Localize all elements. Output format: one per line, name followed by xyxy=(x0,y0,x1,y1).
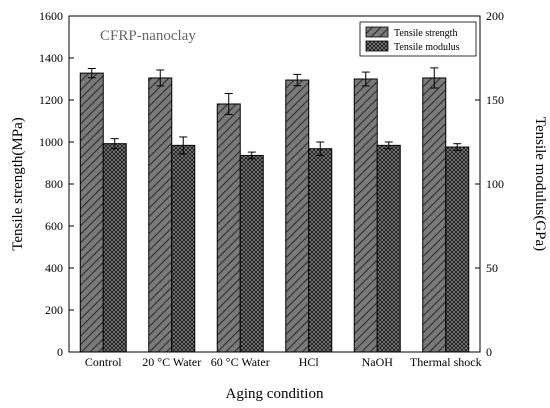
legend-label-tensile-strength: Tensile strength xyxy=(394,28,457,39)
y-tick-label: 400 xyxy=(45,261,63,275)
y2-tick-label: 100 xyxy=(486,177,504,191)
x-tick-label: NaOH xyxy=(362,355,394,369)
x-tick-label: HCl xyxy=(299,355,320,369)
y2-tick-label: 50 xyxy=(486,261,498,275)
bar-tensile-strength-naoh xyxy=(353,78,378,353)
bar-tensile-modulus-60-c-water xyxy=(239,154,264,353)
bar-tensile-modulus-20-c-water xyxy=(171,144,196,353)
y-tick-label: 1200 xyxy=(39,93,63,107)
y2-tick-label: 200 xyxy=(486,9,504,23)
plot-frame xyxy=(68,15,481,353)
y2-tick-label: 150 xyxy=(486,93,504,107)
legend: Tensile strength Tensile modulus xyxy=(359,21,477,57)
bar-tensile-strength-hcl xyxy=(285,79,310,353)
y-tick-label: 1600 xyxy=(39,9,63,23)
legend-swatch-tensile-modulus xyxy=(365,40,389,52)
y-axis-title: Tensile strength(MPa) xyxy=(10,117,26,251)
y2-axis-title: Tensile modulus(GPa) xyxy=(532,117,548,251)
chart-title: CFRP-nanoclay xyxy=(100,28,196,44)
bar-tensile-strength-60-c-water xyxy=(216,103,241,353)
y2-tick-label: 0 xyxy=(486,345,492,359)
bar-tensile-modulus-hcl xyxy=(308,148,333,353)
x-axis-title: Aging condition xyxy=(226,386,324,402)
bar-tensile-strength-thermal-shock xyxy=(422,77,447,353)
bar-tensile-strength-control xyxy=(79,72,104,353)
y-tick-label: 1000 xyxy=(39,135,63,149)
x-tick-label: Thermal shock xyxy=(410,355,482,369)
x-tick-label: 60 °C Water xyxy=(211,355,270,369)
bar-tensile-strength-20-c-water xyxy=(148,77,173,353)
y-tick-label: 0 xyxy=(57,345,63,359)
x-tick-label: Control xyxy=(85,355,122,369)
bar-tensile-modulus-thermal-shock xyxy=(445,146,470,353)
y-tick-label: 1400 xyxy=(39,51,63,65)
y-tick-label: 200 xyxy=(45,303,63,317)
legend-label-tensile-modulus: Tensile modulus xyxy=(394,42,460,53)
x-tick-label: 20 °C Water xyxy=(142,355,201,369)
bar-tensile-modulus-naoh xyxy=(376,144,401,353)
y-tick-label: 800 xyxy=(45,177,63,191)
bar-tensile-modulus-control xyxy=(102,143,127,353)
legend-swatch-tensile-strength xyxy=(365,26,389,38)
y-tick-label: 600 xyxy=(45,219,63,233)
